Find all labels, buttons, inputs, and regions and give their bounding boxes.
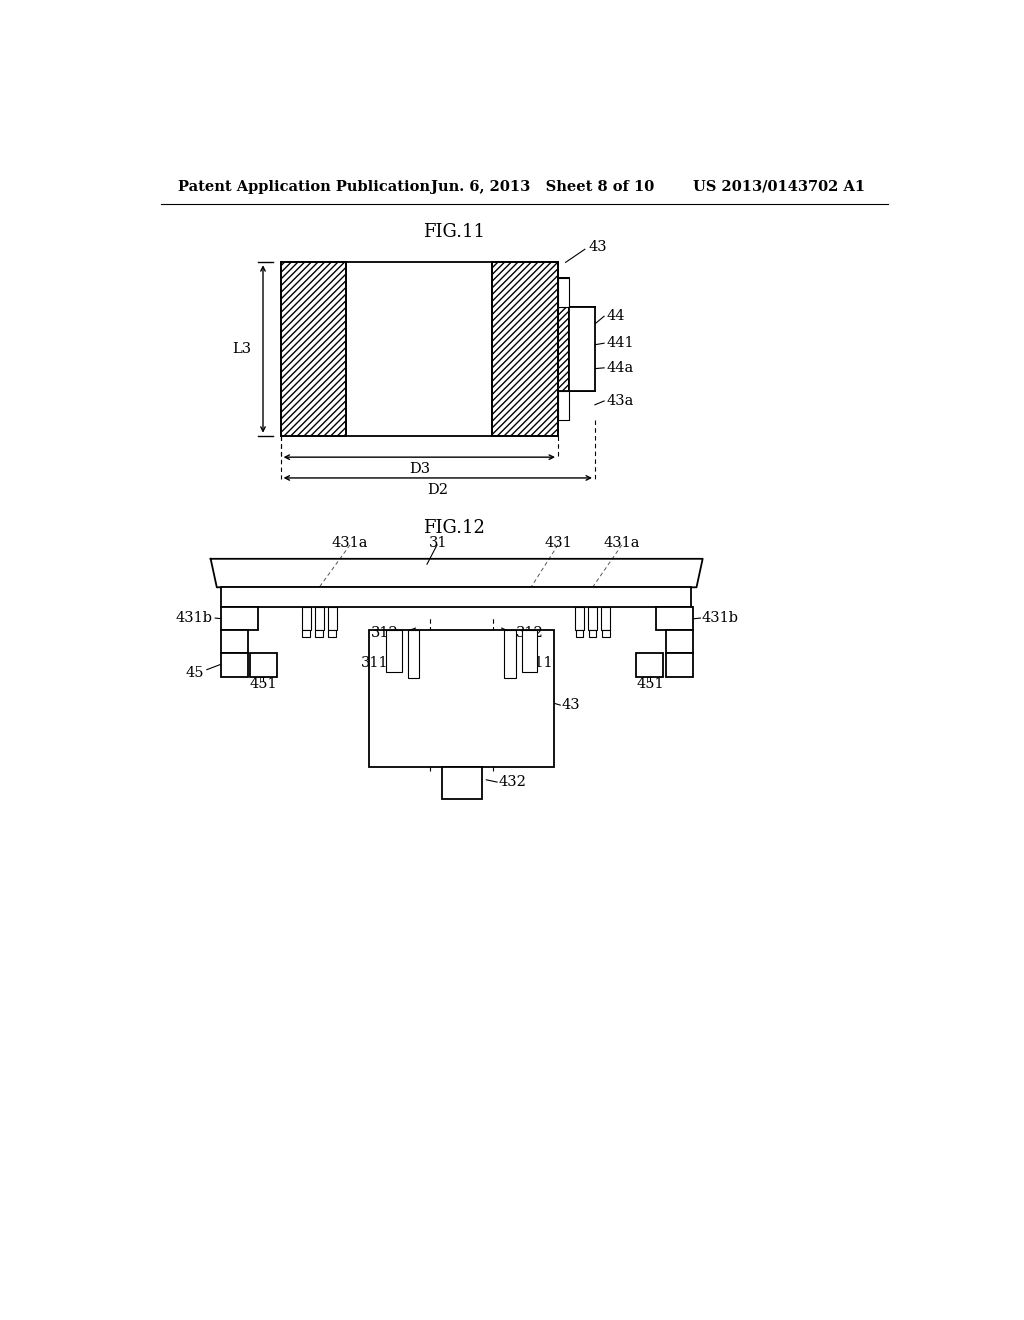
Bar	[441, 767, 481, 799]
Bar	[346, 263, 493, 436]
Text: D3: D3	[409, 462, 430, 477]
Bar	[281, 263, 346, 436]
Bar	[575, 630, 584, 636]
Text: 451: 451	[637, 677, 665, 690]
Bar	[386, 630, 401, 672]
Text: 432: 432	[499, 775, 526, 789]
Bar	[301, 607, 310, 630]
Text: 44a: 44a	[606, 360, 634, 375]
Bar	[221, 630, 249, 653]
Bar	[493, 263, 558, 436]
Text: L3: L3	[232, 342, 252, 356]
Text: Patent Application Publication: Patent Application Publication	[178, 180, 430, 194]
Bar	[315, 630, 323, 636]
Text: 311: 311	[525, 656, 553, 669]
Text: 311: 311	[360, 656, 388, 669]
Bar	[601, 607, 610, 630]
Bar	[493, 263, 558, 436]
Text: Jun. 6, 2013   Sheet 8 of 10: Jun. 6, 2013 Sheet 8 of 10	[431, 180, 654, 194]
Bar	[666, 653, 692, 677]
Text: FIG.12: FIG.12	[423, 519, 485, 537]
Text: 312: 312	[371, 627, 398, 640]
Bar	[221, 653, 249, 677]
Bar	[602, 630, 609, 636]
Bar	[221, 607, 258, 630]
Bar	[558, 391, 568, 420]
Text: 451: 451	[249, 677, 276, 690]
Bar	[370, 630, 554, 767]
Text: 431b: 431b	[176, 611, 213, 626]
Text: 431a: 431a	[603, 536, 640, 550]
Bar	[504, 630, 515, 678]
Bar	[328, 607, 337, 630]
Bar	[558, 277, 568, 420]
Bar	[637, 653, 664, 677]
Bar	[589, 630, 596, 636]
Text: 441: 441	[606, 337, 634, 350]
Bar	[568, 308, 595, 391]
Bar	[329, 630, 336, 636]
Bar	[281, 263, 346, 436]
Text: 43a: 43a	[606, 393, 634, 408]
Bar	[521, 630, 538, 672]
Bar	[666, 630, 692, 653]
Bar	[558, 277, 568, 420]
Text: 45: 45	[186, 665, 205, 680]
Bar	[408, 630, 419, 678]
Text: 43: 43	[589, 240, 607, 253]
Bar	[655, 607, 692, 630]
Bar	[302, 630, 310, 636]
Text: 31: 31	[429, 536, 447, 550]
Polygon shape	[211, 558, 702, 587]
Bar	[221, 587, 691, 607]
Text: 43: 43	[562, 698, 581, 711]
Text: 431: 431	[544, 536, 571, 550]
Bar	[558, 277, 568, 308]
Text: 431b: 431b	[701, 611, 739, 626]
Bar	[314, 607, 324, 630]
Text: US 2013/0143702 A1: US 2013/0143702 A1	[692, 180, 865, 194]
Bar	[588, 607, 597, 630]
Text: 312: 312	[515, 627, 544, 640]
Text: D2: D2	[427, 483, 449, 498]
Bar	[250, 653, 276, 677]
Text: 44: 44	[606, 309, 625, 323]
Text: FIG.11: FIG.11	[423, 223, 485, 240]
Text: 431a: 431a	[332, 536, 369, 550]
Bar	[574, 607, 584, 630]
